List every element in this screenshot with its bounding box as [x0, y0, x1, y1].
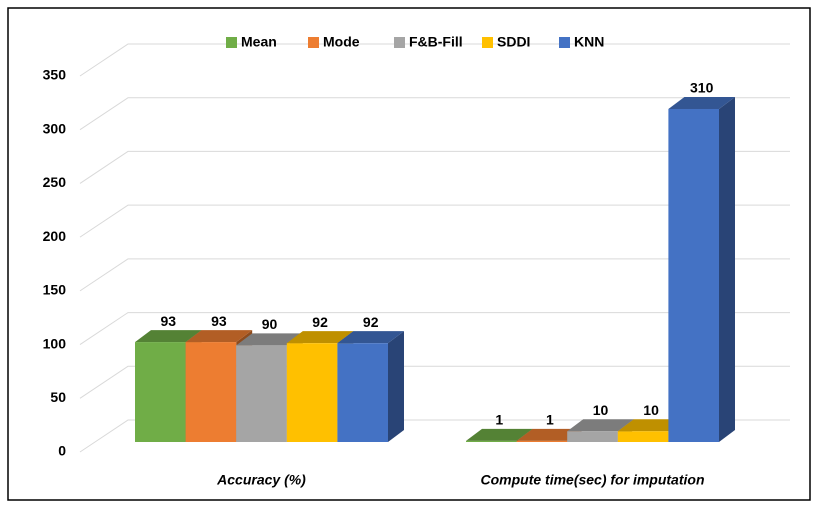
bar-top: [567, 419, 634, 432]
x-tick-label: Compute time(sec) for imputation: [480, 472, 704, 488]
bar-top: [516, 428, 584, 441]
bar: [668, 108, 719, 442]
grid-line: [79, 150, 790, 184]
bar: [286, 343, 338, 442]
value-label: 93: [211, 313, 227, 329]
bar: [516, 440, 568, 442]
grid-line: [79, 419, 790, 453]
x-tick-label: Accuracy (%): [216, 472, 306, 488]
legend-swatch: [559, 37, 570, 48]
bar-top: [617, 419, 685, 432]
bar: [236, 345, 287, 442]
value-label: 310: [690, 80, 714, 96]
bar: [185, 342, 237, 442]
legend-label: Mean: [241, 34, 277, 50]
value-label: 1: [495, 412, 503, 428]
y-tick-label: 350: [43, 67, 67, 83]
bar-top: [185, 330, 253, 343]
legend-label: SDDI: [497, 34, 530, 50]
bar: [617, 431, 669, 442]
legend-label: F&B-Fill: [409, 34, 463, 50]
value-label: 10: [643, 402, 659, 418]
y-tick-label: 250: [43, 174, 67, 190]
grid-line: [79, 365, 790, 399]
y-tick-label: 150: [43, 282, 67, 298]
y-tick-label: 200: [43, 228, 67, 244]
legend-swatch: [482, 37, 493, 48]
value-label: 93: [161, 313, 177, 329]
value-label: 92: [312, 314, 328, 330]
value-label: 1: [546, 412, 554, 428]
legend-label: KNN: [574, 34, 604, 50]
legend-swatch: [308, 37, 319, 48]
bar-side: [388, 331, 404, 442]
y-tick-label: 300: [43, 120, 67, 136]
bar: [567, 431, 618, 442]
bar-side: [719, 96, 735, 442]
bar: [337, 343, 388, 442]
grid-line: [79, 204, 790, 238]
legend-swatch: [394, 37, 405, 48]
legend-label: Mode: [323, 34, 360, 50]
bar-top: [337, 331, 404, 344]
bar-top: [286, 331, 354, 344]
bar: [135, 342, 186, 442]
bar-top: [135, 330, 202, 343]
grid-line: [79, 312, 790, 345]
legend-swatch: [226, 37, 237, 48]
y-tick-label: 50: [50, 389, 66, 405]
value-label: 90: [262, 316, 278, 332]
grid-line: [79, 258, 790, 292]
bar-top: [466, 428, 533, 441]
value-label: 10: [593, 402, 609, 418]
y-tick-label: 100: [43, 335, 67, 351]
grid-line: [79, 97, 790, 131]
y-tick-label: 0: [58, 443, 66, 459]
value-label: 92: [363, 314, 379, 330]
bar-top: [668, 96, 735, 109]
bar: [466, 440, 517, 442]
bar-top: [236, 333, 303, 346]
